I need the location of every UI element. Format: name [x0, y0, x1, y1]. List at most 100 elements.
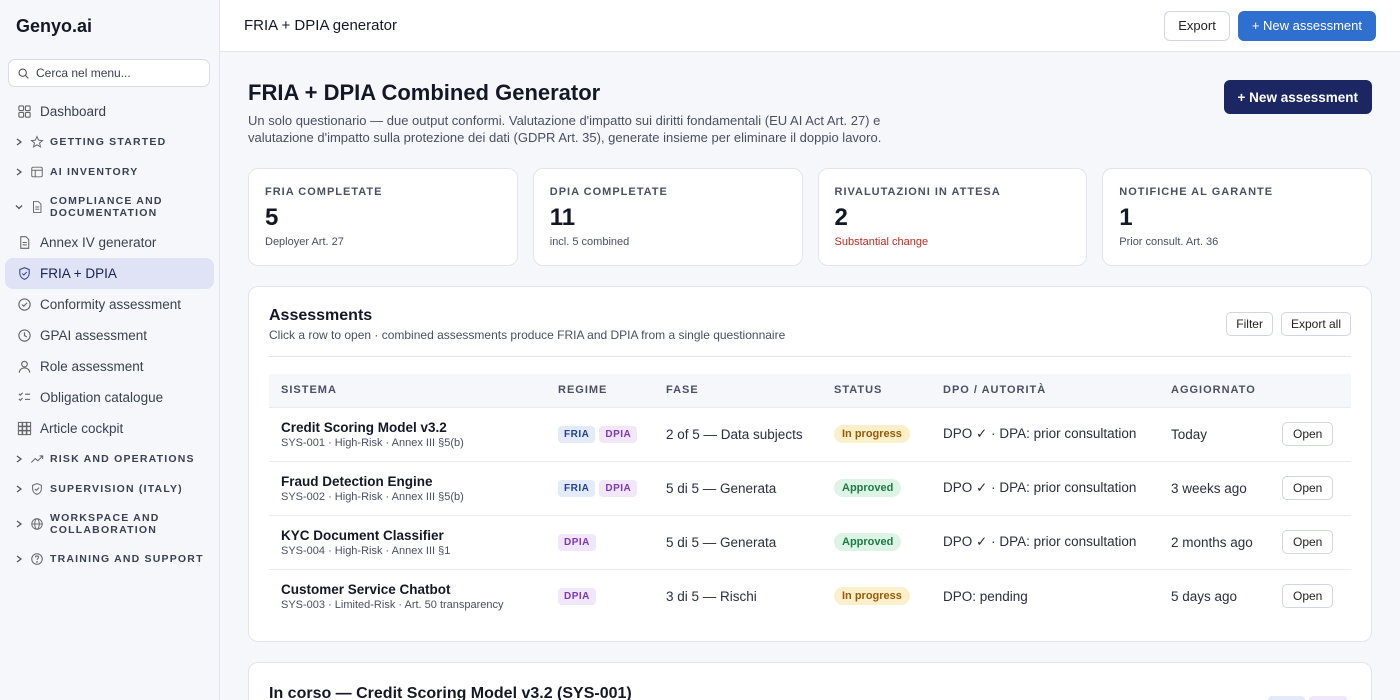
chevron-right-icon: [16, 455, 23, 463]
open-button[interactable]: Open: [1282, 422, 1334, 446]
hero-title: FRIA + DPIA Combined Generator: [248, 80, 601, 105]
tag-dpia: DPIA: [599, 480, 638, 497]
shield-icon: [32, 483, 42, 495]
export-button[interactable]: Export: [1164, 10, 1230, 41]
cell-regime: FRIA DPIA: [546, 406, 654, 461]
brand-logo[interactable]: Genyo.ai: [16, 15, 93, 36]
search-box[interactable]: [8, 59, 210, 87]
stat-card-fria: FRIA COMPLETATE 5 Deployer Art. 27: [248, 168, 518, 266]
sidebar-item-annex-iv[interactable]: Annex IV generator: [5, 227, 214, 258]
tag-fria: FRIA: [558, 480, 596, 497]
cell-updated: 3 weeks ago: [1159, 460, 1270, 515]
tag-fria: FRIA: [1267, 696, 1306, 700]
grid-icon: [18, 105, 31, 118]
cell-regime: DPIA: [546, 568, 654, 623]
tag-dpia: DPIA: [1309, 696, 1347, 700]
cell-sistema: Customer Service Chatbot SYS-003 · Limite…: [269, 568, 546, 623]
cell-action: Open: [1270, 460, 1351, 515]
system-meta: SYS-001 · High-Risk · Annex III §5(b): [281, 436, 464, 449]
stats-row: FRIA COMPLETATE 5 Deployer Art. 27 DPIA …: [248, 168, 1372, 266]
export-all-button[interactable]: Export all: [1280, 312, 1351, 336]
sidebar-item-label: Annex IV generator: [40, 235, 157, 250]
stat-sub: Deployer Art. 27: [265, 236, 344, 248]
column-header: REGIME: [558, 384, 608, 397]
sidebar-item-obligation[interactable]: Obligation catalogue: [5, 382, 214, 413]
stat-value: 11: [549, 204, 576, 231]
chevron-right-icon: [16, 555, 23, 563]
system-name: Fraud Detection Engine: [281, 473, 433, 489]
chevron-down-icon: [15, 205, 23, 210]
system-meta: SYS-004 · High-Risk · Annex III §1: [281, 544, 451, 557]
hero-new-assessment-button[interactable]: + New assessment: [1223, 80, 1372, 114]
cell-sistema: KYC Document Classifier SYS-004 · High-Ri…: [269, 514, 546, 569]
sidebar-item-fria-dpia[interactable]: FRIA + DPIA: [5, 258, 214, 289]
cell-dpo: DPO ✓ · DPA: prior consultation: [931, 514, 1159, 569]
sidebar-item-label: Role assessment: [40, 359, 144, 374]
stat-label: RIVALUTAZIONI IN ATTESA: [834, 186, 1001, 198]
sidebar-group-label: RISK AND OPERATIONS: [50, 453, 195, 465]
stat-label: FRIA COMPLETATE: [265, 186, 383, 198]
sidebar-group-workspace[interactable]: WORKSPACE AND COLLABORATION: [5, 504, 214, 544]
open-button[interactable]: Open: [1282, 584, 1334, 609]
open-button[interactable]: Open: [1282, 476, 1334, 500]
table-row[interactable]: KYC Document Classifier SYS-004 · High-Ri…: [269, 514, 1351, 569]
cell-updated: 2 months ago: [1159, 514, 1270, 569]
cell-dpo: DPO: pending: [931, 568, 1159, 623]
stat-value: 1: [1119, 204, 1133, 231]
cell-updated: 5 days ago: [1159, 568, 1270, 623]
sidebar-item-gpai[interactable]: GPAI assessment: [5, 320, 214, 351]
status-badge: Approved: [834, 479, 902, 497]
column-header: SISTEMA: [281, 384, 337, 397]
assessments-subtitle: Click a row to open · combined assessmen…: [269, 328, 786, 342]
chevron-right-icon: [16, 168, 23, 176]
sidebar-group-risk[interactable]: RISK AND OPERATIONS: [5, 444, 214, 474]
stat-value: 5: [265, 204, 279, 231]
chevron-right-icon: [16, 520, 23, 528]
sidebar-group-compliance[interactable]: COMPLIANCE AND DOCUMENTATION: [5, 187, 214, 227]
filter-button[interactable]: Filter: [1226, 312, 1273, 336]
stat-card-rivalutazioni: RIVALUTAZIONI IN ATTESA 2 Substantial ch…: [817, 168, 1088, 266]
search-input[interactable]: [36, 66, 196, 80]
cell-regime: FRIA DPIA: [546, 460, 654, 515]
sidebar-group-ai-inventory[interactable]: AI INVENTORY: [5, 157, 214, 187]
stat-sub: Prior consult. Art. 36: [1119, 236, 1219, 248]
assessments-title: Assessments: [269, 307, 373, 324]
tag-dpia: DPIA: [599, 426, 638, 443]
star-icon: [30, 135, 44, 148]
tag-dpia: DPIA: [558, 588, 596, 606]
status-badge: In progress: [834, 587, 910, 606]
sidebar-group-label: SUPERVISION (ITALY): [50, 483, 183, 495]
sidebar-item-dashboard[interactable]: Dashboard: [5, 96, 214, 127]
system-meta: SYS-002 · High-Risk · Annex III §5(b): [281, 490, 464, 503]
sidebar-group-label: AI INVENTORY: [50, 166, 139, 178]
topbar: FRIA + DPIA generator Export + New asses…: [220, 0, 1400, 52]
sidebar-item-label: Dashboard: [40, 104, 107, 119]
grid-icon: [17, 421, 32, 436]
cell-sistema: Credit Scoring Model v3.2 SYS-001 · High-…: [269, 406, 546, 461]
search-icon: [18, 67, 29, 79]
sidebar-group-getting-started[interactable]: GETTING STARTED: [5, 127, 214, 157]
sidebar-item-article-cockpit[interactable]: Article cockpit: [5, 413, 214, 444]
open-button[interactable]: Open: [1282, 530, 1334, 554]
cell-action: Open: [1270, 568, 1351, 623]
table-row[interactable]: Customer Service Chatbot SYS-003 · Limite…: [269, 568, 1351, 623]
sidebar-nav: Dashboard GETTING STARTED AI INVENTORY C…: [0, 96, 219, 574]
chevron-right-icon: [16, 138, 23, 146]
table-row[interactable]: Fraud Detection Engine SYS-002 · High-Ris…: [269, 460, 1351, 515]
stat-card-dpia: DPIA COMPLETATE 11 incl. 5 combined: [532, 168, 803, 266]
cell-status: Approved: [822, 460, 931, 515]
sidebar-item-conformity[interactable]: Conformity assessment: [5, 289, 214, 320]
cell-fase: 3 di 5 — Rischi: [654, 568, 822, 623]
sidebar-group-supervision[interactable]: SUPERVISION (ITALY): [5, 474, 214, 504]
table-row[interactable]: Credit Scoring Model v3.2 SYS-001 · High-…: [269, 406, 1351, 461]
sidebar-group-training[interactable]: TRAINING AND SUPPORT: [5, 544, 214, 574]
in-progress-card: In corso — Credit Scoring Model v3.2 (SY…: [248, 662, 1372, 700]
system-name: Customer Service Chatbot: [281, 581, 451, 597]
assessments-table: SISTEMA REGIME FASE STATUS DPO / AUTORIT…: [269, 374, 1351, 623]
new-assessment-button[interactable]: + New assessment: [1237, 10, 1376, 41]
table-icon: [31, 166, 43, 178]
document-icon: [33, 201, 42, 213]
trend-icon: [30, 455, 44, 463]
sidebar-item-role[interactable]: Role assessment: [5, 351, 214, 382]
checklist-icon: [18, 392, 31, 402]
